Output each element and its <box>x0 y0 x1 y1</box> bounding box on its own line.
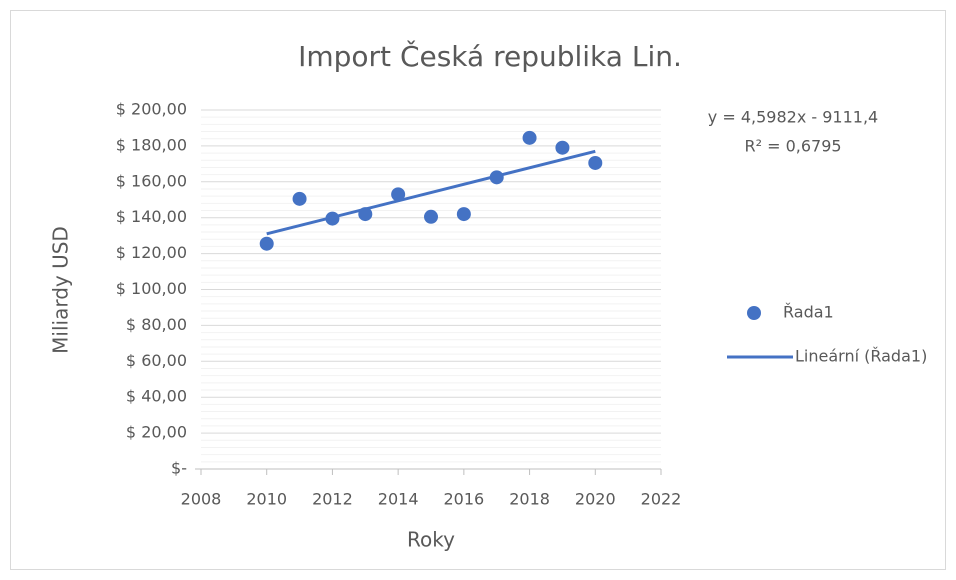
x-tick-label: 2016 <box>443 490 484 509</box>
y-tick-label: $ 180,00 <box>116 135 187 154</box>
y-tick-label: $ 120,00 <box>116 243 187 262</box>
data-point <box>489 170 504 185</box>
chart-title: Import Česká republika Lin. <box>298 39 682 73</box>
y-axis-label: Miliardy USD <box>49 226 73 354</box>
y-tick-label: $ 60,00 <box>126 351 187 370</box>
y-tick-label: $- <box>171 459 187 478</box>
data-point <box>555 140 570 155</box>
y-tick-label: $ 200,00 <box>116 100 187 119</box>
data-point <box>292 191 307 206</box>
x-tick-label: 2014 <box>378 490 419 509</box>
x-tick-label: 2012 <box>312 490 353 509</box>
data-point <box>259 236 274 251</box>
data-point <box>588 155 603 170</box>
data-point <box>522 130 537 145</box>
data-point <box>325 211 340 226</box>
trendline <box>266 149 596 236</box>
data-point <box>358 207 373 222</box>
data-point <box>424 209 438 224</box>
y-tick-label: $ 80,00 <box>126 315 187 334</box>
legend-label: Lineární (Řada1) <box>795 347 927 366</box>
x-tick-label: 2008 <box>181 490 222 509</box>
x-tick-label: 2022 <box>641 490 682 509</box>
y-tick-label: $ 100,00 <box>116 279 187 298</box>
x-axis-label: Roky <box>407 528 455 552</box>
trendline-equation: y = 4,5982x - 9111,4 <box>708 108 878 127</box>
y-tick-label: $ 160,00 <box>116 171 187 190</box>
y-tick-label: $ 20,00 <box>126 423 187 442</box>
data-point <box>456 207 471 222</box>
x-tick-label: 2020 <box>575 490 616 509</box>
x-tick-label: 2010 <box>246 490 287 509</box>
legend-label: Řada1 <box>783 303 834 322</box>
y-tick-label: $ 40,00 <box>126 387 187 406</box>
x-tick-label: 2018 <box>509 490 550 509</box>
data-point <box>391 187 406 202</box>
trendline-r-squared: R² = 0,6795 <box>744 137 841 156</box>
legend-marker <box>747 306 761 320</box>
y-tick-label: $ 140,00 <box>116 207 187 226</box>
